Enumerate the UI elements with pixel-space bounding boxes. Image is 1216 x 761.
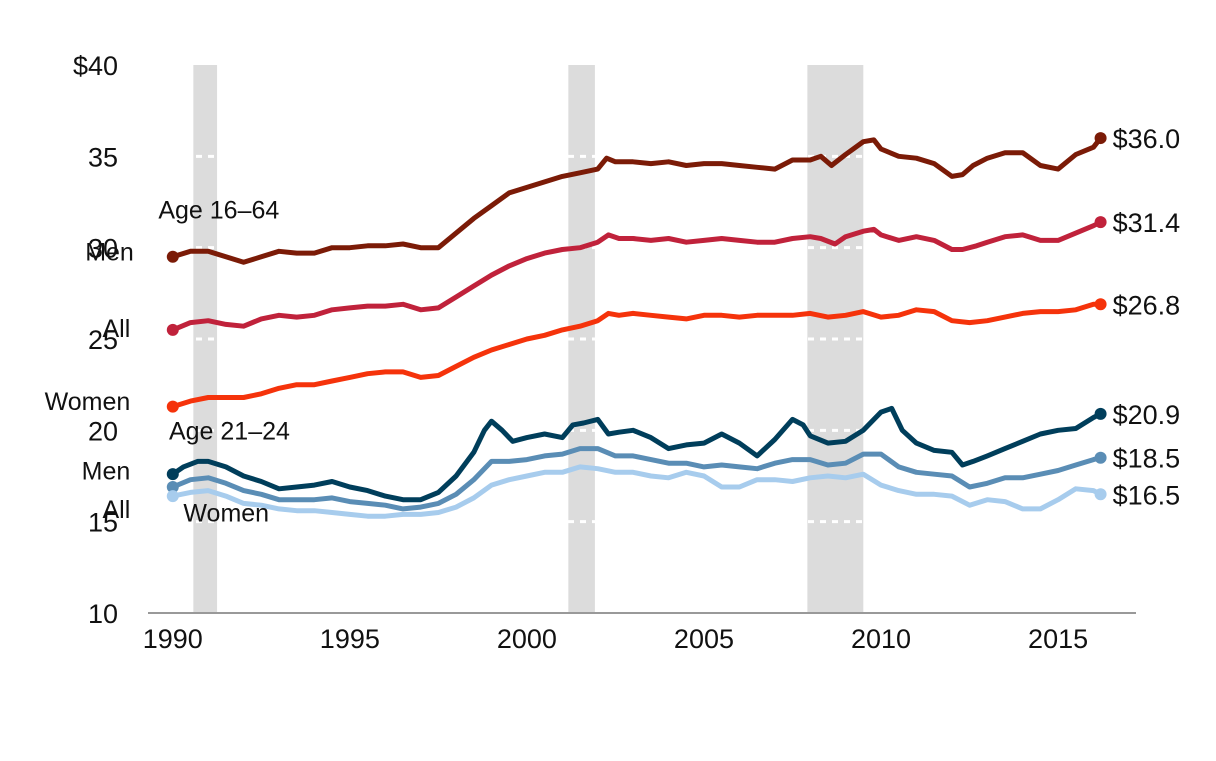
series-age-16-64-all-start-point	[167, 324, 179, 336]
series-age-16-64-men-name-label: Men	[85, 238, 134, 266]
series-age-16-64-men-line	[173, 138, 1101, 262]
series-age-16-64-men-end-label: $36.0	[1113, 124, 1181, 154]
series-age-21-24-all-end-label: $18.5	[1113, 444, 1181, 474]
series-age-21-24-women-start-point	[167, 490, 179, 502]
series-age-21-24-all-end-point	[1095, 452, 1107, 464]
series-age-21-24-men-start-point	[167, 468, 179, 480]
series-age-16-64-all-end-point	[1095, 216, 1107, 228]
series-age-16-64-women-start-point	[167, 401, 179, 413]
x-tick-label: 2005	[674, 624, 734, 654]
y-tick-label: $40	[73, 51, 118, 81]
series-age-21-24-men-line	[173, 408, 1101, 499]
series-age-16-64-all-name-label: All	[102, 315, 130, 343]
x-tick-label: 1995	[320, 624, 380, 654]
series-age-21-24-women-line	[173, 467, 1101, 516]
y-tick-label: 20	[88, 416, 118, 446]
group-label-age-21-24: Age 21–24	[169, 417, 290, 445]
series-age-21-24-women-end-point	[1095, 488, 1107, 500]
series-age-21-24-women-end-label: $16.5	[1113, 480, 1181, 510]
series-lines	[167, 132, 1107, 516]
series-age-21-24-men-end-point	[1095, 408, 1107, 420]
series-age-16-64-all-end-label: $31.4	[1113, 208, 1181, 238]
gridlines	[148, 156, 1136, 521]
series-age-21-24-women-name-label: Women	[183, 500, 269, 528]
series-age-16-64-men-start-point	[167, 251, 179, 263]
x-tick-label: 2015	[1028, 624, 1088, 654]
series-age-21-24-men-end-label: $20.9	[1113, 400, 1181, 430]
x-axis-ticks: 1990 1995 2000 2005 2010 2015	[143, 624, 1088, 654]
group-label-age-16-64: Age 16–64	[158, 196, 279, 224]
x-tick-label: 2000	[497, 624, 557, 654]
y-tick-label: 10	[88, 599, 118, 629]
series-age-21-24-men-name-label: Men	[82, 458, 131, 486]
line-chart: 101520253035$40 1990 1995 2000 2005 2010 2015…	[0, 0, 1216, 761]
y-tick-label: 35	[88, 142, 118, 172]
series-age-16-64-women-name-label: Women	[45, 388, 131, 416]
series-age-16-64-men-end-point	[1095, 132, 1107, 144]
series-age-16-64-women-end-point	[1095, 298, 1107, 310]
series-age-16-64-women-end-label: $26.8	[1113, 290, 1181, 320]
series-age-16-64-women-line	[173, 304, 1101, 406]
x-tick-label: 2010	[851, 624, 911, 654]
series-age-21-24-all-name-label: All	[102, 496, 130, 524]
x-tick-label: 1990	[143, 624, 203, 654]
